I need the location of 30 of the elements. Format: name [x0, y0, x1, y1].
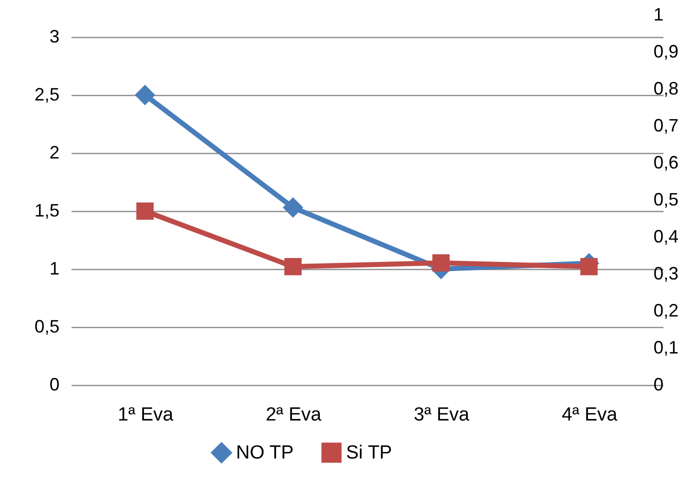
legend-label: NO TP [236, 442, 294, 464]
x-tick-label: 1ª Eva [118, 404, 174, 426]
x-tick-label: 4ª Eva [562, 404, 618, 426]
y2-tick-label: 0,6 [654, 152, 679, 172]
y2-tick-label: 0,7 [654, 116, 679, 136]
y-tick-label: 2,5 [34, 84, 60, 104]
y-tick-label: 1,5 [34, 200, 60, 220]
legend-label: Si TP [346, 442, 392, 464]
y-tick-label: 0 [49, 374, 60, 394]
y2-tick-label: 0,5 [654, 190, 679, 210]
y-tick-label: 0,5 [34, 316, 60, 336]
y-tick-label: 2 [49, 142, 60, 162]
point [136, 202, 154, 220]
y2-tick-label: 0 [654, 374, 664, 394]
y2-tick-label: 1 [654, 4, 664, 24]
point [282, 197, 304, 218]
y2-tick-label: 0,3 [654, 264, 679, 284]
y2-tick-label: 0,9 [654, 42, 679, 62]
point [284, 258, 302, 276]
x-tick-label: 2ª Eva [266, 404, 322, 426]
y-tick-label: 1 [49, 258, 60, 278]
y2-tick-label: 0,1 [654, 338, 679, 358]
y2-tick-label: 0,2 [654, 300, 679, 320]
point [134, 84, 156, 106]
point [432, 254, 450, 272]
y-tick-label: 3 [49, 26, 60, 46]
point [580, 258, 598, 276]
x-tick-label: 3ª Eva [414, 404, 470, 426]
y2-tick-label: 0,8 [654, 78, 679, 98]
y2-tick-label: 0,4 [654, 226, 679, 246]
